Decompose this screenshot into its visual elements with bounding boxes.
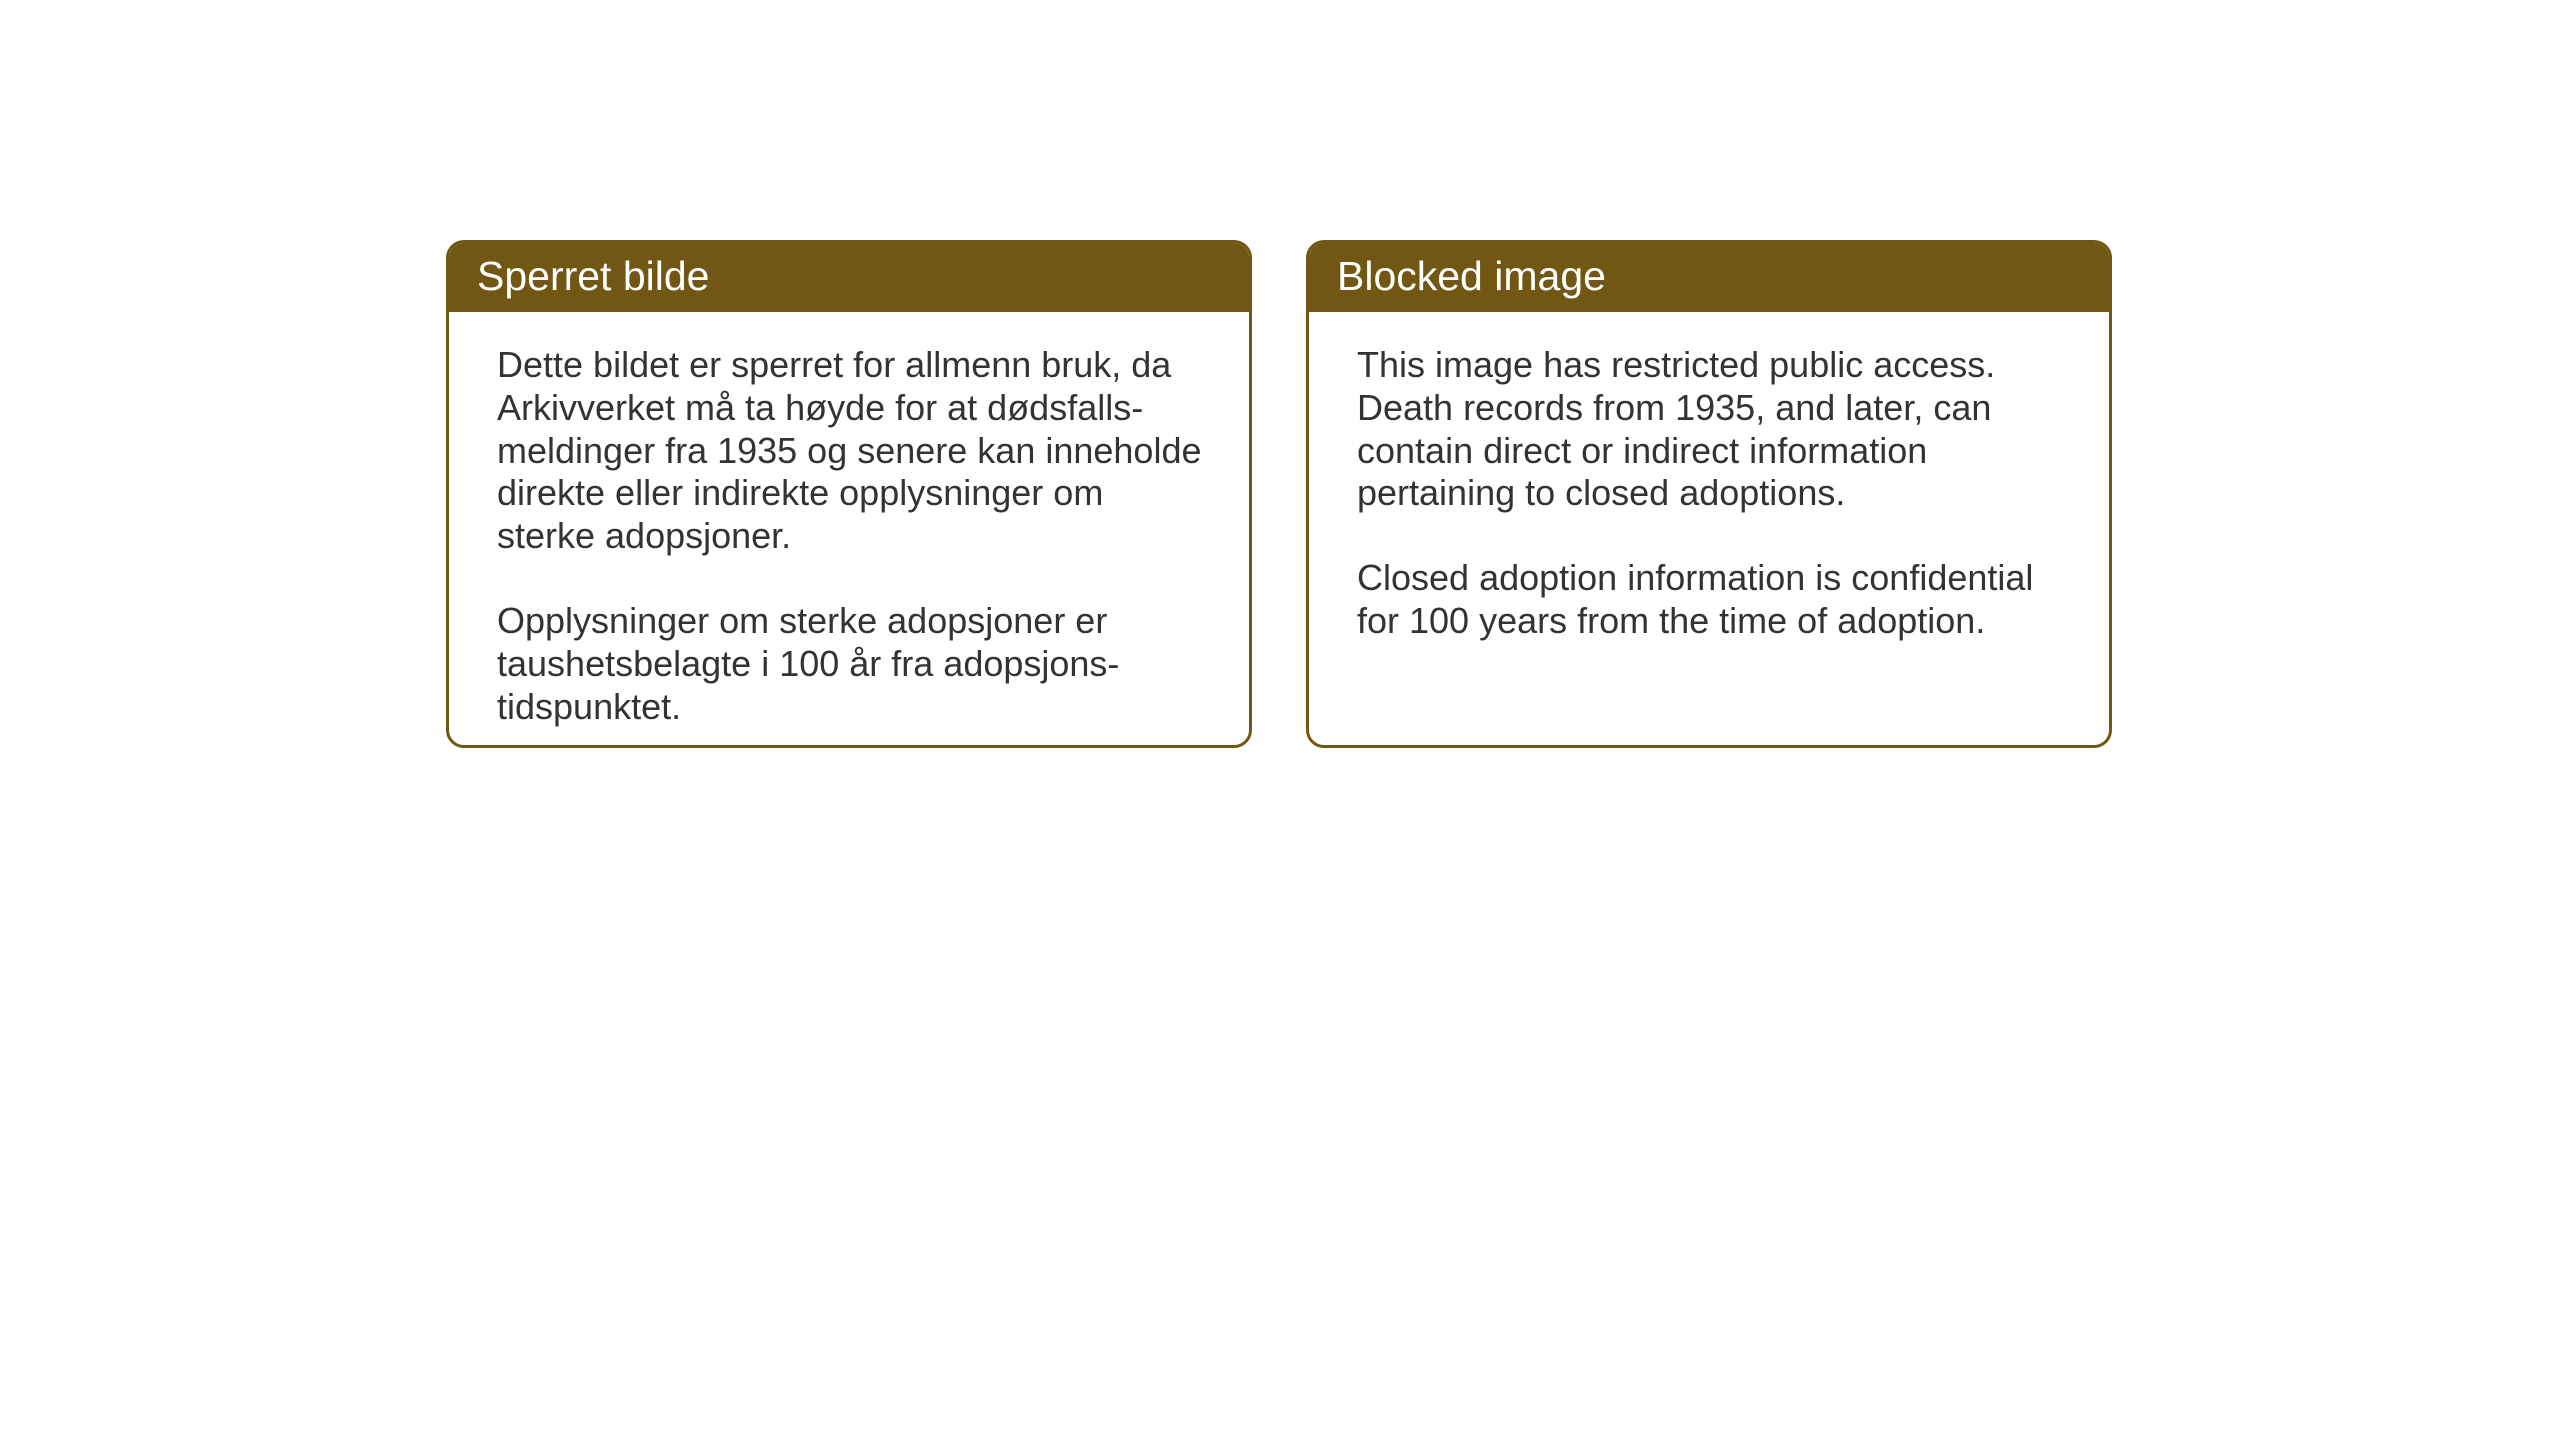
- cards-container: Sperret bilde Dette bildet er sperret fo…: [446, 240, 2112, 748]
- card-english-title: Blocked image: [1337, 253, 1606, 299]
- card-norwegian: Sperret bilde Dette bildet er sperret fo…: [446, 240, 1252, 748]
- card-norwegian-paragraph-1: Dette bildet er sperret for allmenn bruk…: [497, 344, 1209, 558]
- card-english-header: Blocked image: [1309, 243, 2109, 312]
- card-norwegian-body: Dette bildet er sperret for allmenn bruk…: [449, 312, 1249, 748]
- card-english-paragraph-2: Closed adoption information is confident…: [1357, 557, 2069, 643]
- card-english-body: This image has restricted public access.…: [1309, 312, 2109, 675]
- card-norwegian-header: Sperret bilde: [449, 243, 1249, 312]
- card-english-paragraph-1: This image has restricted public access.…: [1357, 344, 2069, 515]
- card-norwegian-title: Sperret bilde: [477, 253, 709, 299]
- card-norwegian-paragraph-2: Opplysninger om sterke adopsjoner er tau…: [497, 600, 1209, 728]
- card-english: Blocked image This image has restricted …: [1306, 240, 2112, 748]
